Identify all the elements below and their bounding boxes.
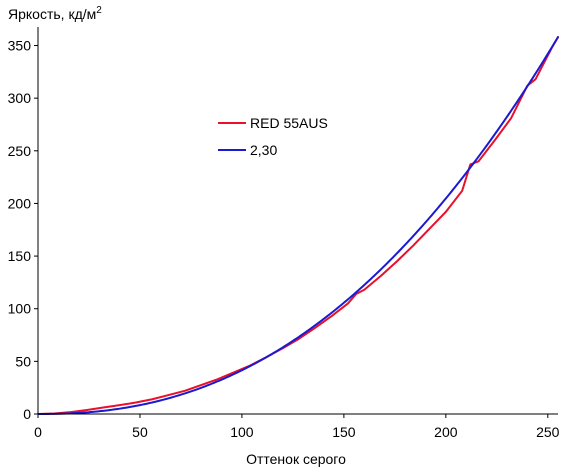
y-tick-label: 150: [8, 248, 32, 264]
legend-label: 2,30: [250, 142, 277, 158]
x-tick-label: 250: [536, 424, 560, 440]
y-tick-label: 50: [15, 353, 31, 369]
series-line-reference: [37, 36, 559, 415]
y-tick-label: 0: [23, 406, 31, 422]
x-tick-label: 200: [434, 424, 458, 440]
y-tick-label: 200: [8, 195, 32, 211]
y-tick-label: 250: [8, 143, 32, 159]
series-layer: [37, 36, 559, 415]
legend-label: RED 55AUS: [250, 115, 328, 131]
legend: RED 55AUS 2,30: [218, 115, 328, 158]
y-axis-title-main: Яркость, кд/м: [8, 6, 96, 22]
x-axis-ticks: 0 50 100 150 200 250: [34, 414, 560, 440]
series-line-measured: [37, 36, 559, 415]
x-tick-label: 100: [230, 424, 254, 440]
x-tick-label: 50: [132, 424, 148, 440]
x-axis-title: Оттенок серого: [246, 451, 346, 467]
y-axis-title: Яркость, кд/м2: [8, 5, 102, 22]
y-axis-ticks: 0 50 100 150 200 250 300 350: [8, 38, 38, 422]
y-tick-label: 300: [8, 90, 32, 106]
y-tick-label: 350: [8, 38, 32, 54]
x-tick-label: 150: [332, 424, 356, 440]
y-tick-label: 100: [8, 301, 32, 317]
y-axis-title-superscript: 2: [96, 5, 102, 16]
x-tick-label: 0: [34, 424, 42, 440]
